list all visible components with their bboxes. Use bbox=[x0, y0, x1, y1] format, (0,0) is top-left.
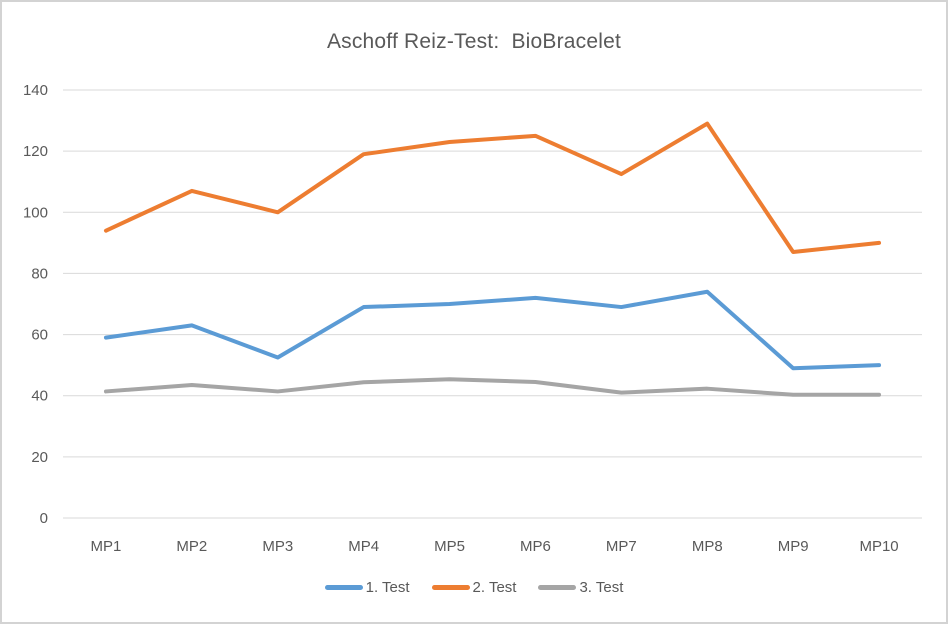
y-axis-tick-label: 140 bbox=[23, 82, 48, 99]
legend-line-swatch-2-test bbox=[431, 585, 470, 590]
x-axis-category-label: MP1 bbox=[91, 538, 122, 555]
series-line-2-test bbox=[103, 121, 882, 255]
x-axis-category-label: MP4 bbox=[348, 538, 379, 555]
legend-item-2-test: 2. Test bbox=[431, 579, 517, 596]
y-axis-tick-label: 60 bbox=[31, 327, 48, 344]
x-axis-category-label: MP7 bbox=[606, 538, 637, 555]
legend-label-3-test: 3. Test bbox=[579, 579, 624, 596]
legend-line-swatch-1-test bbox=[324, 585, 363, 590]
y-axis-tick-label: 80 bbox=[31, 265, 48, 282]
x-axis-category-label: MP10 bbox=[859, 538, 898, 555]
x-axis-category-label: MP9 bbox=[778, 538, 809, 555]
legend-label-2-test: 2. Test bbox=[472, 579, 517, 596]
legend: 1. Test 2. Test 3. Test bbox=[2, 579, 946, 596]
x-axis-category-label: MP2 bbox=[176, 538, 207, 555]
series-line-1-test bbox=[103, 289, 882, 371]
chart-title: Aschoff Reiz-Test: BioBracelet bbox=[326, 30, 622, 53]
series-line-3-test bbox=[103, 377, 882, 397]
legend-item-3-test: 3. Test bbox=[538, 579, 623, 596]
legend-item-1-test: 1. Test bbox=[324, 579, 410, 596]
legend-line-swatch-3-test bbox=[538, 585, 577, 590]
x-axis-category-label: MP3 bbox=[262, 538, 293, 555]
x-axis-category-label: MP5 bbox=[434, 538, 465, 555]
x-axis-category-label: MP6 bbox=[520, 538, 551, 555]
legend-label-1-test: 1. Test bbox=[365, 579, 410, 596]
y-axis-tick-label: 100 bbox=[23, 204, 48, 221]
y-axis-tick-label: 40 bbox=[31, 388, 48, 405]
y-axis-tick-label: 20 bbox=[31, 449, 48, 466]
y-axis-tick-label: 0 bbox=[40, 510, 48, 527]
y-axis-tick-label: 120 bbox=[23, 143, 48, 160]
x-axis-category-label: MP8 bbox=[692, 538, 723, 555]
